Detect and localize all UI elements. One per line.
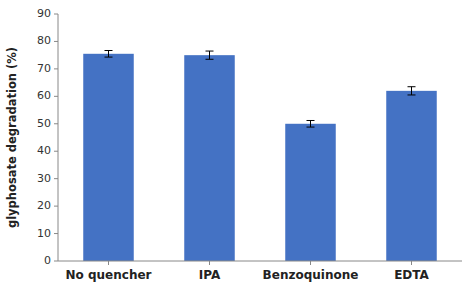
- bar: [83, 54, 134, 261]
- y-tick: [54, 14, 58, 15]
- x-tick: [411, 261, 412, 265]
- error-cap: [408, 86, 416, 87]
- error-bar: [408, 87, 416, 95]
- x-tick: [209, 261, 210, 265]
- error-stem: [310, 120, 311, 127]
- y-tick-label: 50: [37, 117, 51, 130]
- y-tick-label: 80: [37, 34, 51, 47]
- error-cap: [307, 127, 315, 128]
- error-cap: [206, 51, 214, 52]
- bar: [386, 91, 437, 261]
- x-axis-line: [58, 261, 462, 262]
- y-tick: [54, 261, 58, 262]
- error-stem: [108, 51, 109, 58]
- bar: [184, 55, 235, 261]
- y-axis-line: [58, 14, 59, 261]
- error-bar: [307, 120, 315, 127]
- y-tick: [54, 178, 58, 179]
- y-tick: [54, 206, 58, 207]
- x-tick: [310, 261, 311, 265]
- x-tick-label: IPA: [199, 268, 221, 282]
- y-tick-label: 30: [37, 172, 51, 185]
- error-bar: [105, 51, 113, 58]
- x-tick: [108, 261, 109, 265]
- y-tick: [54, 96, 58, 97]
- chart-svg: 0 10 20 30 40 50 60 70 80 90 No quencher IPA Benzoqu…: [0, 0, 474, 293]
- error-cap: [307, 120, 315, 121]
- y-tick-label: 40: [37, 144, 51, 157]
- x-tick-label: Benzoquinone: [263, 268, 359, 282]
- error-cap: [105, 50, 113, 51]
- y-tick-label: 0: [44, 254, 51, 267]
- error-stem: [411, 87, 412, 95]
- x-tick-label: EDTA: [394, 268, 429, 282]
- y-tick-label: 10: [37, 227, 51, 240]
- error-cap: [105, 57, 113, 58]
- y-tick: [54, 68, 58, 69]
- y-tick-label: 60: [37, 89, 51, 102]
- chart-container: 0 10 20 30 40 50 60 70 80 90 No quencher IPA Benzoqu…: [0, 0, 474, 293]
- x-tick-label: No quencher: [66, 268, 152, 282]
- y-tick-label: 90: [37, 7, 51, 20]
- y-axis-label: glyphosate degradation (%): [5, 47, 19, 228]
- error-stem: [209, 51, 210, 59]
- bar: [285, 124, 336, 261]
- y-tick: [54, 123, 58, 124]
- y-tick: [54, 233, 58, 234]
- y-tick-label: 70: [37, 62, 51, 75]
- y-tick-label: 20: [37, 199, 51, 212]
- error-cap: [206, 59, 214, 60]
- error-bar: [206, 51, 214, 59]
- bars: [83, 51, 437, 261]
- y-tick: [54, 151, 58, 152]
- error-cap: [408, 94, 416, 95]
- y-tick: [54, 41, 58, 42]
